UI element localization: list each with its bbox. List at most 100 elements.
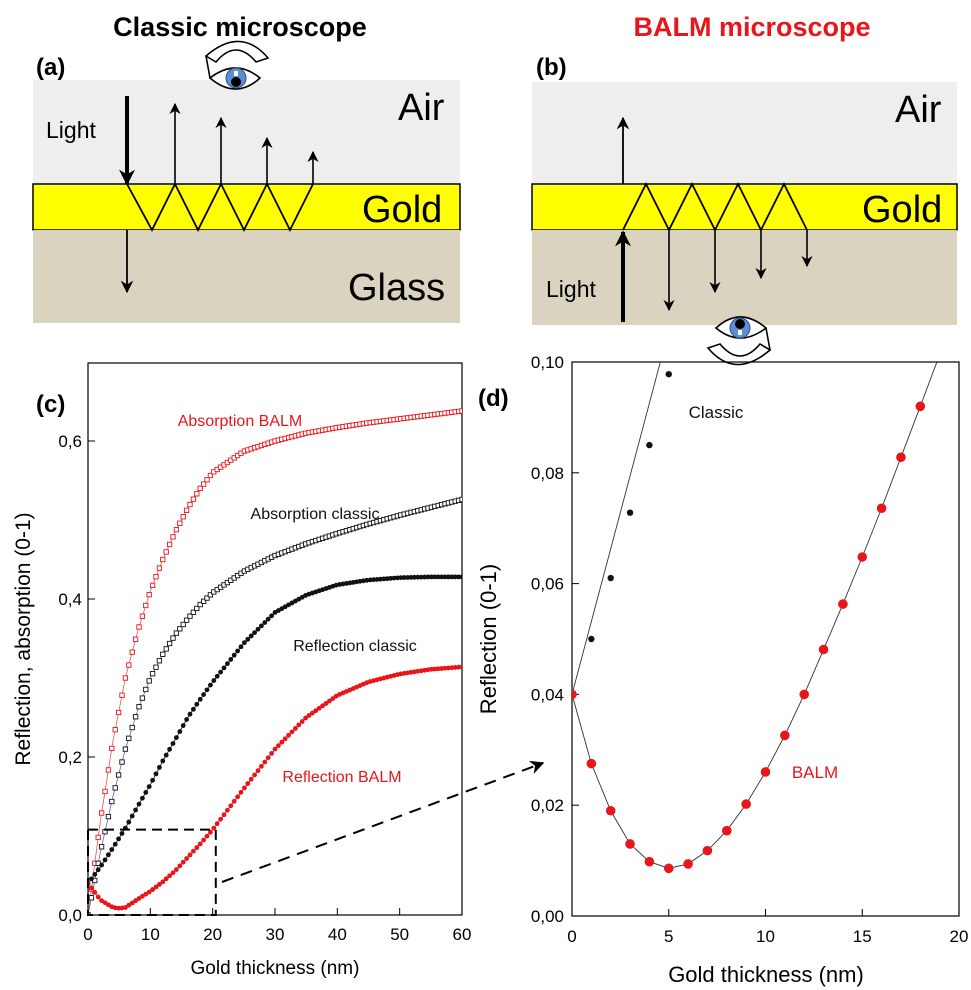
data-point xyxy=(109,798,115,805)
data-point xyxy=(126,735,132,741)
data-point xyxy=(132,636,139,642)
data-point xyxy=(92,890,98,895)
data-point xyxy=(115,772,122,778)
data-point xyxy=(123,905,128,910)
data-point xyxy=(221,812,227,818)
data-point xyxy=(289,729,295,735)
data-point xyxy=(644,856,655,867)
data-point xyxy=(115,709,122,716)
data-point xyxy=(265,755,271,761)
data-point xyxy=(153,884,159,890)
data-point xyxy=(200,598,207,604)
data-point xyxy=(129,724,135,731)
data-point xyxy=(112,841,118,847)
data-point xyxy=(896,452,906,463)
data-point xyxy=(293,726,298,731)
data-point xyxy=(225,807,230,813)
data-point xyxy=(204,477,210,483)
data-point xyxy=(126,902,132,908)
data-point xyxy=(157,765,162,770)
data-point xyxy=(799,689,809,700)
data-point xyxy=(102,788,108,795)
data-point xyxy=(92,871,98,877)
data-point xyxy=(238,644,244,650)
data-point xyxy=(177,520,183,526)
data-point xyxy=(150,777,156,783)
data-point xyxy=(177,626,183,632)
data-point xyxy=(408,574,414,580)
data-point xyxy=(204,687,210,693)
data-point xyxy=(119,692,125,698)
data-point xyxy=(265,616,271,622)
data-point xyxy=(173,527,180,533)
data-point xyxy=(102,857,108,863)
data-point xyxy=(435,574,441,580)
data-point xyxy=(456,574,461,580)
data-point xyxy=(197,696,203,702)
data-point xyxy=(160,879,166,885)
data-point xyxy=(167,746,173,752)
air-label-a: Air xyxy=(398,87,445,129)
data-point xyxy=(231,652,237,658)
data-point xyxy=(166,541,173,548)
data-point xyxy=(303,715,308,721)
data-point xyxy=(197,601,203,608)
data-point xyxy=(187,711,193,717)
data-point xyxy=(316,705,322,711)
data-point xyxy=(170,741,176,746)
data-point xyxy=(156,565,163,571)
data-point xyxy=(588,635,595,643)
data-point xyxy=(95,894,101,900)
data-point xyxy=(722,825,732,836)
data-point xyxy=(170,870,176,876)
data-point xyxy=(197,841,203,847)
data-point xyxy=(143,602,149,609)
data-point xyxy=(98,844,105,850)
data-point xyxy=(88,895,95,901)
data-point xyxy=(876,503,887,514)
data-point xyxy=(248,633,254,639)
series-label: BALM xyxy=(792,763,838,782)
data-point xyxy=(741,799,751,809)
data-point xyxy=(140,795,145,801)
data-point xyxy=(180,859,186,865)
data-point xyxy=(214,821,220,827)
chart-d-xlabel: Gold thickness (nm) xyxy=(668,962,864,987)
y-tick-label: 0,4 xyxy=(58,590,82,609)
data-point xyxy=(163,646,169,652)
data-point xyxy=(146,784,152,789)
y-tick-label: 0,08 xyxy=(531,464,564,483)
panel-b: BALM microscope (b) Air Gold Light xyxy=(531,12,958,366)
data-point xyxy=(183,617,190,623)
data-point xyxy=(153,574,159,580)
data-point xyxy=(200,481,207,487)
data-point xyxy=(306,713,312,718)
x-tick-label: 5 xyxy=(664,927,673,946)
data-point xyxy=(105,767,112,773)
data-point xyxy=(180,723,186,728)
x-tick-label: 15 xyxy=(853,927,872,946)
glass-layer-b xyxy=(532,230,957,325)
data-point xyxy=(194,845,200,850)
data-point xyxy=(915,401,926,412)
data-point xyxy=(857,552,868,562)
y-tick-label: 0,02 xyxy=(531,796,564,815)
air-layer-b xyxy=(532,82,957,184)
zoom-box xyxy=(87,828,217,916)
data-point xyxy=(177,729,183,734)
data-point xyxy=(119,759,125,765)
series-line xyxy=(572,362,661,695)
data-point xyxy=(126,662,132,668)
data-point xyxy=(143,686,149,693)
series-line xyxy=(88,499,462,915)
data-point xyxy=(204,595,210,601)
data-point xyxy=(190,609,197,615)
data-point xyxy=(177,863,183,869)
x-tick-label: 10 xyxy=(756,927,775,946)
data-point xyxy=(105,813,112,820)
data-point xyxy=(160,758,166,764)
data-point xyxy=(170,534,176,540)
data-point xyxy=(126,819,132,825)
data-point xyxy=(129,900,135,906)
data-point xyxy=(225,661,230,667)
